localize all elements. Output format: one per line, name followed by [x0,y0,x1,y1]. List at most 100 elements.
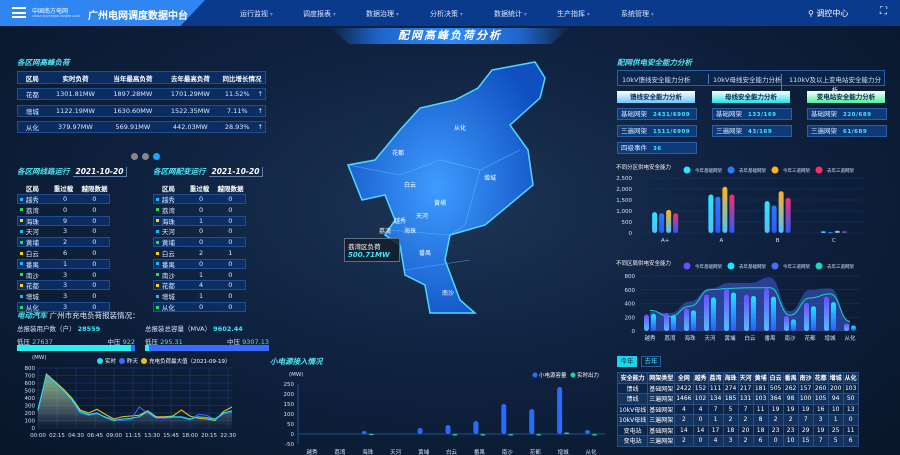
tab-this-year[interactable]: 今年 [617,356,637,367]
bar[interactable] [368,433,374,436]
table-row[interactable]: 增城 1122.19MW 1630.60MW 1522.35MW 7.11% ↑ [17,104,266,117]
bar[interactable] [841,231,847,233]
table-row[interactable]: 从化 0 0 [153,302,246,312]
bar[interactable] [652,212,658,233]
bar[interactable] [445,425,451,434]
safety-card[interactable]: 三遍网架 43/169 [712,125,792,137]
table-row[interactable]: 天河 0 0 [153,226,246,236]
user-menu[interactable]: ⚲ 调控中心 [808,8,848,19]
district-label[interactable]: 增城 [484,174,496,182]
bar[interactable] [651,313,656,331]
bar[interactable] [671,315,676,331]
bar[interactable] [729,194,735,234]
table-row[interactable]: 黄埔 0 0 [153,237,246,248]
nav-item[interactable]: 数据统计 [494,9,527,19]
bar[interactable] [508,434,514,436]
pager-dot[interactable] [131,153,138,160]
bar[interactable] [778,191,784,233]
table-row[interactable]: 从化 3 0 [17,302,110,312]
bar[interactable] [711,297,716,331]
district-label[interactable]: 天河 [416,212,428,220]
bar[interactable] [827,231,833,234]
safety-card[interactable]: 基础网架 220/689 [807,108,887,120]
bar[interactable] [664,313,669,331]
bar[interactable] [771,205,777,234]
table-row[interactable]: 越秀 0 0 [153,194,246,204]
bar[interactable] [684,308,689,331]
tab-substation[interactable]: 110kV及以上变电站安全能力分析 [781,74,884,94]
bar[interactable] [804,302,809,331]
bar[interactable] [592,434,598,436]
table-row[interactable]: 南沙 3 0 [17,270,110,280]
table-row[interactable]: 海珠 9 0 [17,215,110,226]
table-row[interactable]: 南沙 1 0 [153,270,246,280]
table-row[interactable]: 从化 379.97MW 569.91MW 442.03MW 28.93% ↑ [17,121,266,133]
bar[interactable] [811,306,816,331]
table-row[interactable]: 增城 3 0 [17,291,110,301]
bar[interactable] [715,196,721,233]
bar[interactable] [564,432,570,434]
bar[interactable] [536,434,542,436]
nav-item[interactable]: 运行监视 [240,9,273,19]
tab-last-year[interactable]: 去年 [641,356,661,367]
district-label[interactable]: 海珠 [404,227,416,235]
map-region[interactable] [346,61,546,314]
nav-item[interactable]: 系统管理 [621,9,654,19]
bar[interactable] [784,315,789,331]
table-row[interactable]: 黄埔 2 0 [17,237,110,248]
table-row[interactable]: 越秀 0 0 [17,194,110,204]
bar[interactable] [722,186,728,233]
bar[interactable] [704,294,709,331]
fullscreen-icon[interactable]: ⛶ [880,6,887,17]
bar[interactable] [529,409,535,434]
nav-item[interactable]: 数据治理 [366,9,399,19]
bar[interactable] [751,295,756,331]
nav-item[interactable]: 生产指挥 [557,9,590,19]
bar[interactable] [480,434,486,436]
bar[interactable] [764,288,769,331]
safety-group-button[interactable]: 馈线安全能力分析 [617,91,695,103]
safety-group-button[interactable]: 母线安全能力分析 [712,91,790,103]
bar[interactable] [473,421,479,434]
bar[interactable] [791,319,796,331]
bar[interactable] [501,404,507,434]
table-row[interactable]: 海珠 1 0 [153,215,246,226]
nav-item[interactable]: 调度报表 [303,9,336,19]
pager-dot-active[interactable] [153,153,160,160]
tab-bus[interactable]: 10kV母线安全能力分析 [708,74,781,84]
bar[interactable] [691,310,696,331]
bar[interactable] [708,194,714,234]
pager-dot[interactable] [142,153,149,160]
district-label[interactable]: 荔湾 [379,227,391,235]
bar[interactable] [731,292,736,332]
bar[interactable] [557,387,563,434]
bar[interactable] [452,434,458,436]
bar[interactable] [644,314,649,332]
bar[interactable] [659,213,665,233]
table-row[interactable]: 花都 4 0 [153,280,246,291]
district-label[interactable]: 越秀 [394,217,406,225]
bar[interactable] [724,288,729,331]
table-row[interactable]: 荔湾 0 0 [153,205,246,215]
district-label[interactable]: 花都 [392,149,404,157]
safety-card[interactable]: 三遍网架 61/689 [807,125,887,137]
safety-group-button[interactable]: 变电站安全能力分析 [807,91,885,103]
table-row[interactable]: 番禺 0 0 [153,258,246,269]
table-row[interactable]: 增城 1 0 [153,291,246,301]
safety-card[interactable]: 基础网架 2431/6909 [617,108,697,120]
bar[interactable] [673,213,679,233]
bar[interactable] [771,296,776,331]
bar[interactable] [744,294,749,331]
bar[interactable] [851,325,856,332]
table-row[interactable]: 花都 1301.81MW 1897.28MW 1701.29MW 11.52% ↑ [17,88,266,100]
bar[interactable] [824,296,829,331]
nav-item[interactable]: 分析决策 [430,9,463,19]
table-row[interactable]: 番禺 1 0 [17,258,110,269]
district-label[interactable]: 白云 [404,181,416,189]
safety-card[interactable]: 四级事件 36 [617,142,697,154]
bar[interactable] [844,323,849,331]
district-label[interactable]: 黄埔 [434,199,446,207]
bar[interactable] [764,201,770,233]
tab-feeder[interactable]: 10kV馈线安全能力分析 [622,76,691,84]
bar[interactable] [785,197,791,233]
